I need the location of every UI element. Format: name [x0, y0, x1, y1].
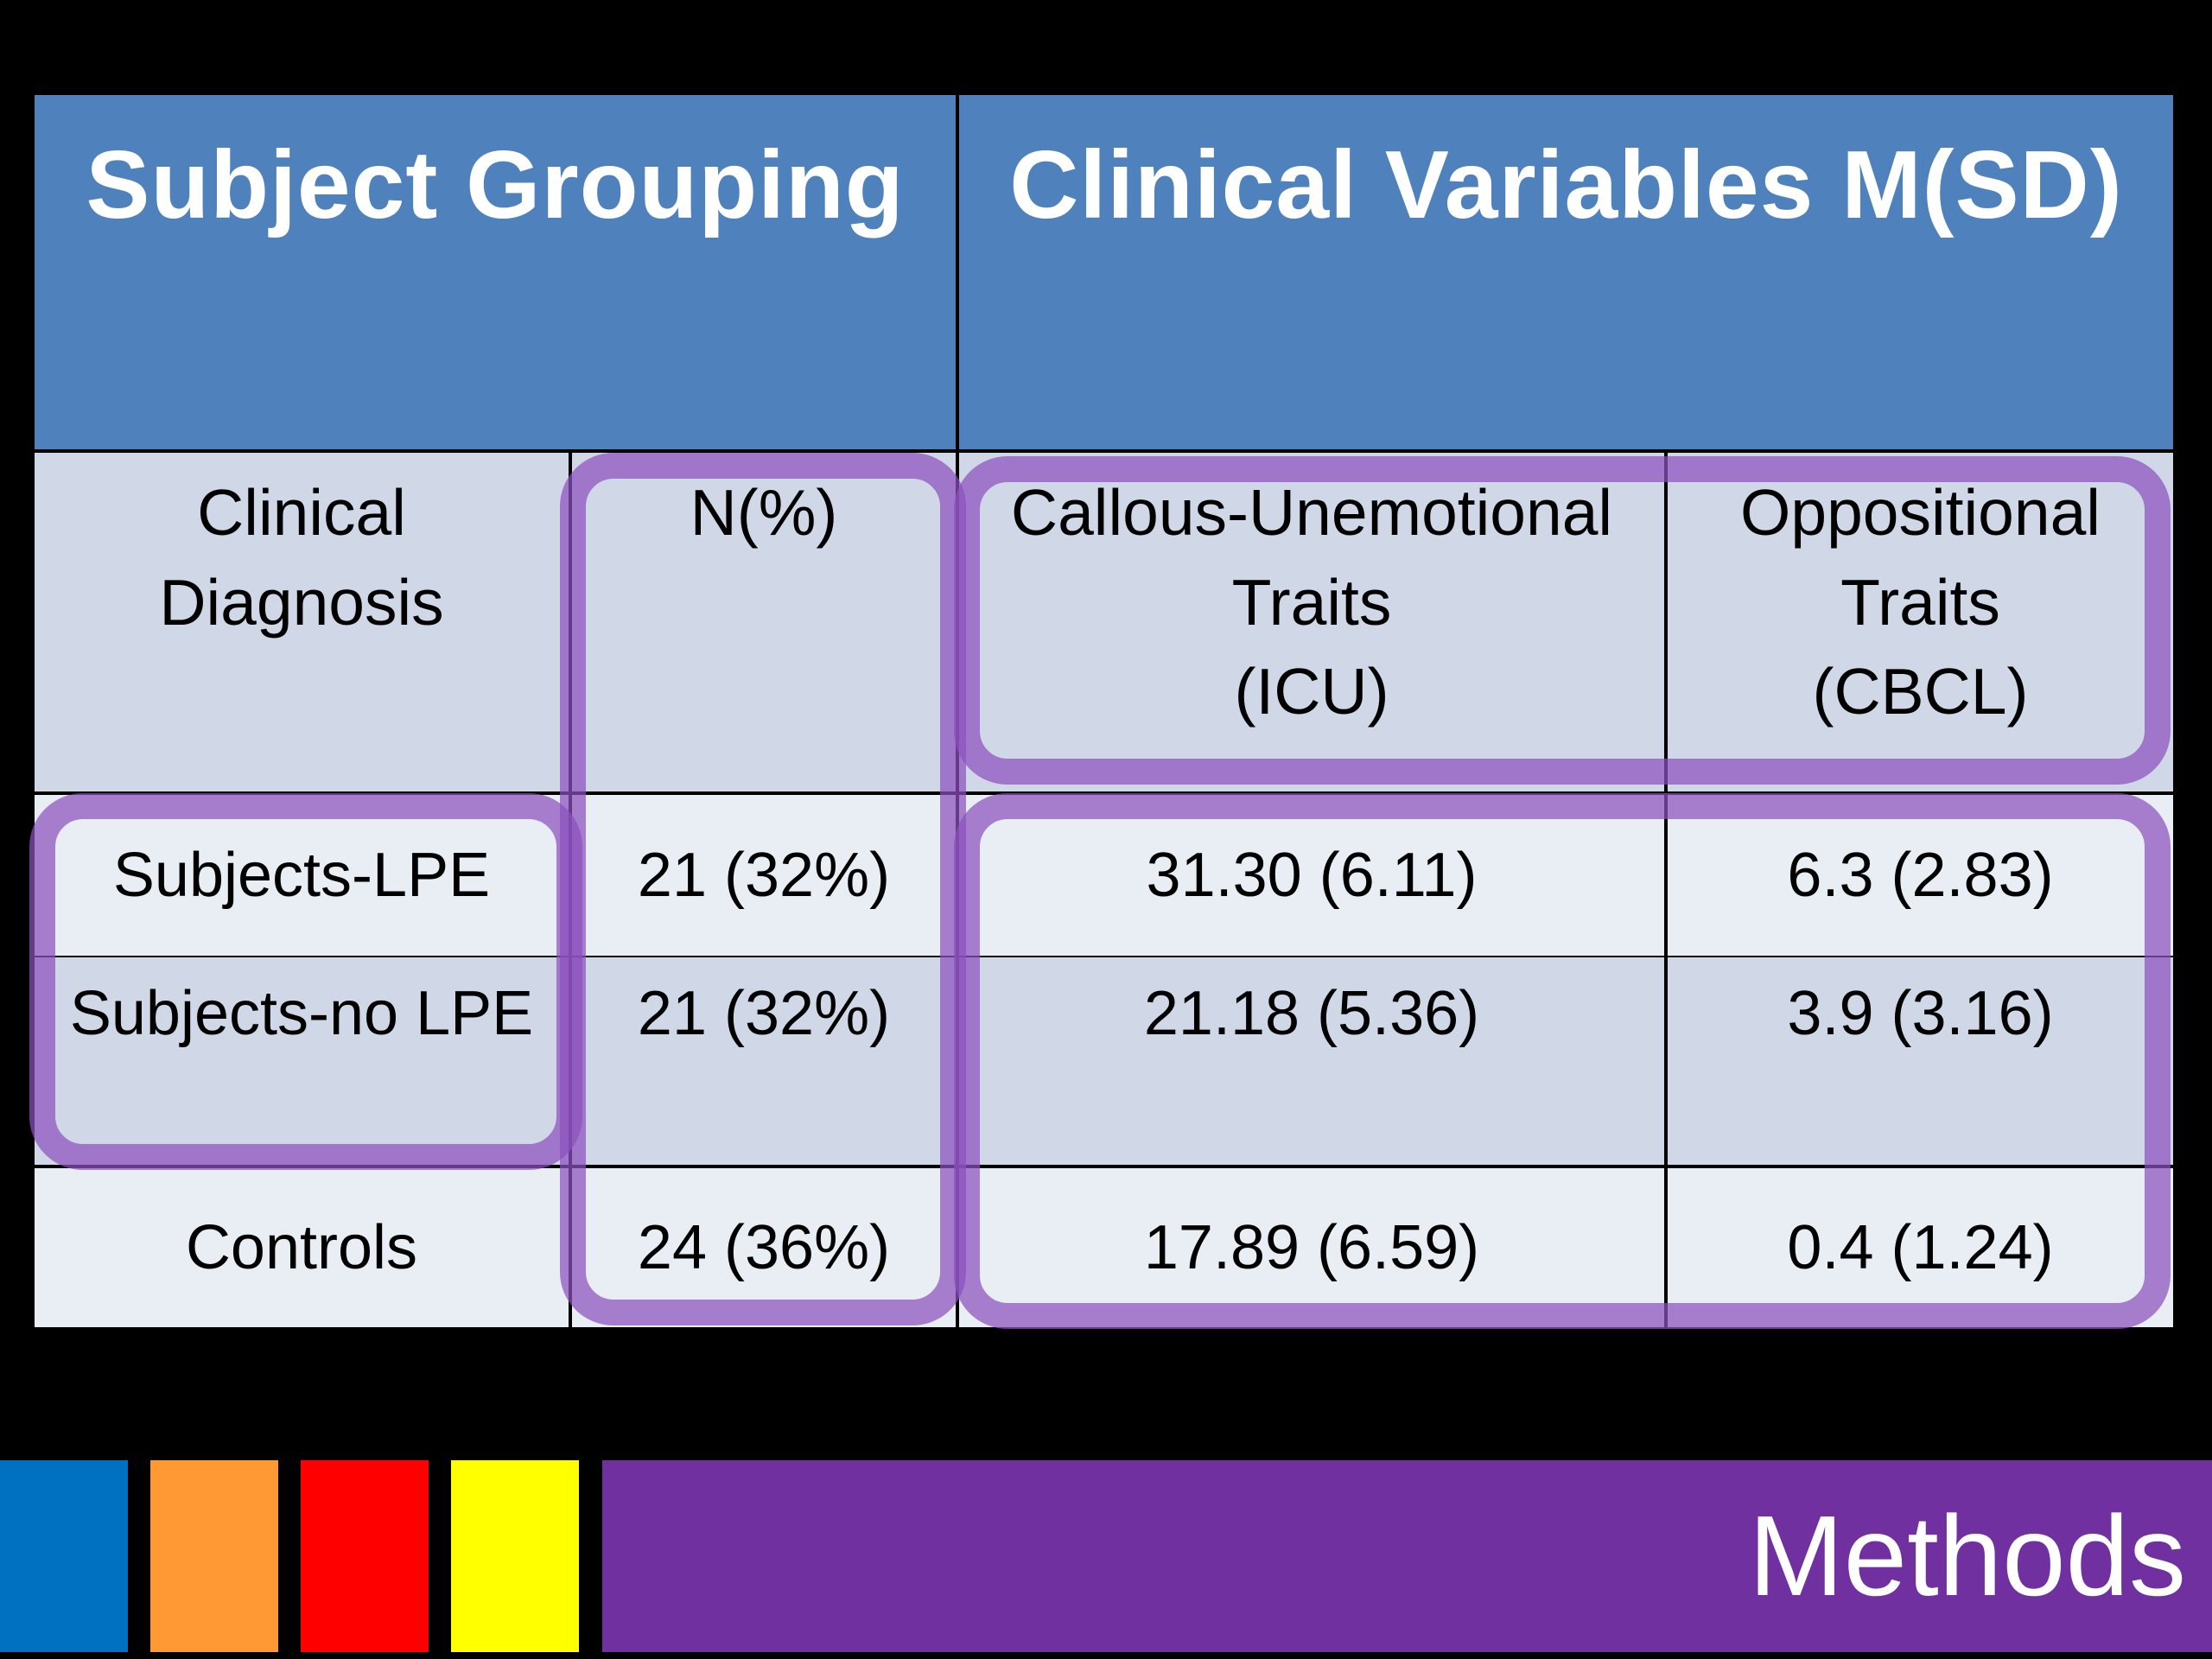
table-row-3-n: 24 (36%): [572, 1168, 956, 1327]
row-3-icu-value: 17.89 (6.59): [1143, 1213, 1480, 1282]
section-band: [602, 1460, 2212, 1652]
red-square: [301, 1460, 429, 1652]
row-2-icu-value: 21.18 (5.36): [1143, 979, 1480, 1048]
table-row-3-icu: 17.89 (6.59): [959, 1168, 1664, 1327]
blue-square: [0, 1460, 128, 1652]
subheader-diagnosis-line1: Clinical: [197, 476, 406, 549]
table-row-3-group: Controls: [35, 1168, 569, 1327]
header-subject-grouping-label: Subject Grouping: [86, 131, 905, 238]
subheader-clinical-diagnosis: Clinical Diagnosis: [35, 453, 569, 791]
subheader-diagnosis-line2: Diagnosis: [159, 565, 444, 639]
header-clinical-variables: Clinical Variables M(SD): [959, 95, 2173, 449]
subheader-cbcl-line3: (CBCL): [1812, 655, 2029, 728]
subheader-cbcl: Oppositional Traits (CBCL): [1668, 453, 2173, 791]
subheader-icu: Callous-Unemotional Traits (ICU): [959, 453, 1664, 791]
subheader-icu-line3: (ICU): [1234, 655, 1389, 728]
table-row-1-group: Subjects-LPE: [35, 795, 569, 956]
table-row-1-n: 21 (32%): [572, 795, 956, 956]
table-row-3-cbcl: 0.4 (1.24): [1668, 1168, 2173, 1327]
table-row-1-cbcl: 6.3 (2.83): [1668, 795, 2173, 956]
subheader-n-percent: N(%): [572, 453, 956, 791]
row-1-group-label: Subjects-LPE: [112, 841, 491, 910]
table-row-2-group: Subjects-no LPE: [35, 957, 569, 1165]
row-3-group-label: Controls: [185, 1213, 418, 1282]
yellow-square: [451, 1460, 579, 1652]
orange-square: [150, 1460, 278, 1652]
row-1-n-value: 21 (32%): [637, 841, 891, 910]
row-3-n-value: 24 (36%): [637, 1213, 891, 1282]
subheader-cbcl-line1: Oppositional: [1740, 476, 2101, 549]
section-title: Methods: [1748, 1492, 2186, 1619]
subheader-n-label: N(%): [690, 476, 838, 549]
table-row-1-icu: 31.30 (6.11): [959, 795, 1664, 956]
table-row-2-icu: 21.18 (5.36): [959, 957, 1664, 1165]
header-clinical-variables-label: Clinical Variables M(SD): [1009, 131, 2123, 238]
header-subject-grouping: Subject Grouping: [35, 95, 956, 449]
row-2-n-value: 21 (32%): [637, 979, 891, 1048]
row-1-icu-value: 31.30 (6.11): [1146, 841, 1478, 910]
subheader-icu-line1: Callous-Unemotional: [1010, 476, 1613, 549]
row-2-cbcl-value: 3.9 (3.16): [1787, 979, 2054, 1048]
table-row-2-cbcl: 3.9 (3.16): [1668, 957, 2173, 1165]
row-2-group-label: Subjects-no LPE: [69, 979, 534, 1048]
subheader-icu-line2: Traits: [1231, 565, 1392, 639]
row-1-cbcl-value: 6.3 (2.83): [1787, 841, 2054, 910]
subheader-cbcl-line2: Traits: [1840, 565, 2000, 639]
row-3-cbcl-value: 0.4 (1.24): [1787, 1213, 2054, 1282]
table-row-2-n: 21 (32%): [572, 957, 956, 1165]
